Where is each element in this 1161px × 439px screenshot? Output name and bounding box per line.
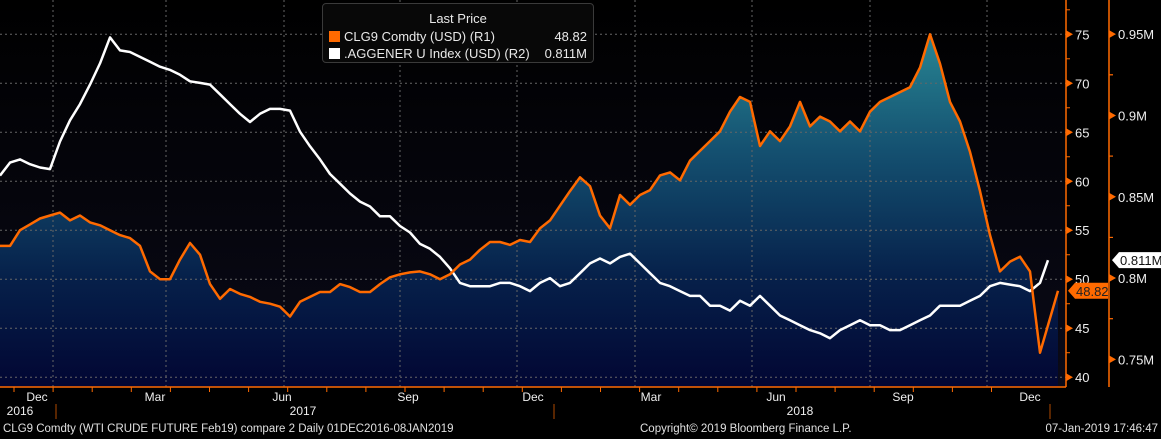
r2-tick-label: 0.85M — [1118, 190, 1154, 205]
legend-item-clg9: CLG9 Comdty (USD) (R1) 48.82 — [329, 28, 587, 44]
x-tick-label: Sep — [892, 390, 914, 404]
clg9-last-value-tag — [1068, 282, 1108, 299]
x-tick-label: Dec — [1019, 390, 1040, 404]
x-tick-label: Sep — [397, 390, 419, 404]
x-year-label: 2018 — [787, 404, 814, 418]
r1-tick-marker — [1066, 177, 1073, 186]
r2-tick-marker — [1109, 355, 1116, 364]
r1-tick-label: 60 — [1075, 174, 1089, 189]
footer-description: CLG9 Comdty (WTI CRUDE FUTURE Feb19) com… — [3, 423, 454, 435]
r1-tick-marker — [1066, 275, 1073, 284]
r1-tick-label: 70 — [1075, 76, 1089, 91]
r1-tick-marker — [1066, 30, 1073, 39]
r1-tick-label: 40 — [1075, 370, 1089, 385]
r1-tick-marker — [1066, 324, 1073, 333]
r2-tick-label: 0.95M — [1118, 27, 1154, 42]
legend: Last Price CLG9 Comdty (USD) (R1) 48.82 … — [322, 3, 594, 63]
footer-copyright: Copyright© 2019 Bloomberg Finance L.P. — [640, 423, 852, 435]
r2-tick-label: 0.9M — [1118, 108, 1147, 123]
r2-tick-marker — [1109, 111, 1116, 120]
r1-tick-marker — [1066, 79, 1073, 88]
r2-tick-marker — [1109, 192, 1116, 201]
x-tick-label: Dec — [26, 390, 47, 404]
footer-timestamp: 07-Jan-2019 17:46:47 — [1045, 423, 1158, 435]
aggener-last-value: 0.811M — [1120, 253, 1161, 268]
clg9-series-line — [0, 33, 1060, 354]
legend-item-aggener: .AGGENER U Index (USD) (R2) 0.811M — [329, 45, 587, 61]
r1-tick-label: 65 — [1075, 125, 1089, 140]
aggener-last-value-tag — [1112, 252, 1161, 269]
x-tick-label: Jun — [272, 390, 291, 404]
aggener-series-line — [0, 36, 1050, 340]
r1-tick-label: 55 — [1075, 223, 1089, 238]
r1-tick-label: 75 — [1075, 27, 1089, 42]
legend-swatch-orange — [329, 30, 340, 42]
r1-tick-marker — [1066, 373, 1073, 382]
r1-tick-label: 45 — [1075, 321, 1089, 336]
r2-tick-label: 0.75M — [1118, 352, 1154, 367]
x-year-label: 2016 — [7, 404, 34, 418]
x-tick-label: Mar — [145, 390, 166, 404]
r1-tick-marker — [1066, 226, 1073, 235]
legend-swatch-white — [329, 47, 340, 59]
legend-value: 0.811M — [544, 45, 587, 61]
x-tick-label: Dec — [522, 390, 543, 404]
legend-label: CLG9 Comdty (USD) (R1) — [344, 28, 495, 44]
x-tick-label: Jun — [766, 390, 785, 404]
legend-label: .AGGENER U Index (USD) (R2) — [344, 45, 530, 61]
r2-tick-label: 0.8M — [1118, 271, 1147, 286]
clg9-area-fill — [0, 34, 1058, 388]
clg9-last-value: 48.82 — [1076, 284, 1109, 299]
legend-title: Last Price — [429, 11, 487, 26]
x-year-label: 2017 — [290, 404, 317, 418]
r1-tick-marker — [1066, 128, 1073, 137]
r2-tick-marker — [1109, 274, 1116, 283]
legend-value: 48.82 — [554, 28, 587, 44]
r2-tick-marker — [1109, 30, 1116, 39]
x-tick-label: Mar — [641, 390, 662, 404]
